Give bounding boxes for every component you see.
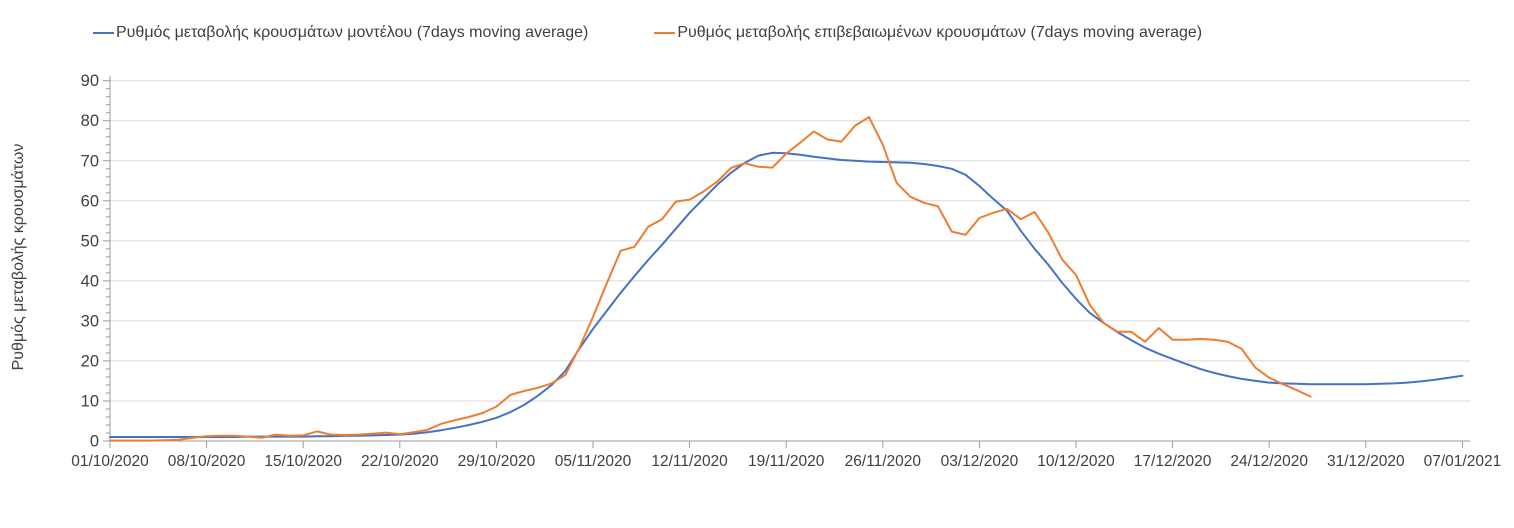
x-tick-label: 19/11/2020 (748, 453, 825, 470)
x-tick-label: 29/10/2020 (458, 453, 536, 470)
x-tick-label: 15/10/2020 (264, 453, 342, 470)
x-tick-label: 10/12/2020 (1037, 453, 1115, 470)
y-tick-label: 70 (81, 152, 99, 170)
x-tick-label: 01/10/2020 (71, 453, 149, 470)
x-tick-label: 26/11/2020 (845, 453, 922, 470)
y-tick-label: 60 (81, 192, 99, 210)
x-tick-label: 17/12/2020 (1134, 453, 1212, 470)
x-tick-label: 03/12/2020 (941, 453, 1019, 470)
legend-item-model: Ρυθμός μεταβολής κρουσμάτων μοντέλου (7d… (93, 24, 588, 42)
y-tick-label: 40 (81, 272, 99, 290)
legend-line-marker-orange (654, 32, 676, 34)
y-tick-label: 30 (81, 312, 99, 330)
x-tick-label: 07/01/2021 (1424, 453, 1502, 470)
y-tick-label: 50 (81, 232, 99, 250)
y-tick-label: 90 (81, 72, 99, 90)
series-line-confirmed (109, 116, 1312, 442)
legend-item-confirmed: Ρυθμός μεταβολής επιβεβαιωμένων κρουσμάτ… (654, 24, 1202, 42)
chart-legend: Ρυθμός μεταβολής κρουσμάτων μοντέλου (7d… (93, 24, 1202, 42)
series-line-model (109, 151, 1464, 438)
legend-line-marker-blue (93, 32, 114, 34)
x-tick-label: 24/12/2020 (1230, 453, 1308, 470)
y-tick-label: 80 (81, 112, 99, 130)
x-tick-label: 22/10/2020 (361, 453, 439, 470)
x-tick-label: 31/12/2020 (1327, 453, 1405, 470)
y-tick-label: 0 (90, 433, 99, 451)
legend-label: Ρυθμός μεταβολής κρουσμάτων μοντέλου (7d… (116, 24, 589, 41)
x-tick-label: 08/10/2020 (168, 453, 246, 470)
y-tick-label: 20 (81, 352, 99, 370)
x-tick-label: 12/11/2020 (651, 453, 728, 470)
legend-label: Ρυθμός μεταβολής επιβεβαιωμένων κρουσμάτ… (677, 24, 1203, 41)
y-tick-label: 10 (81, 392, 99, 410)
x-tick-label: 05/11/2020 (555, 453, 632, 470)
